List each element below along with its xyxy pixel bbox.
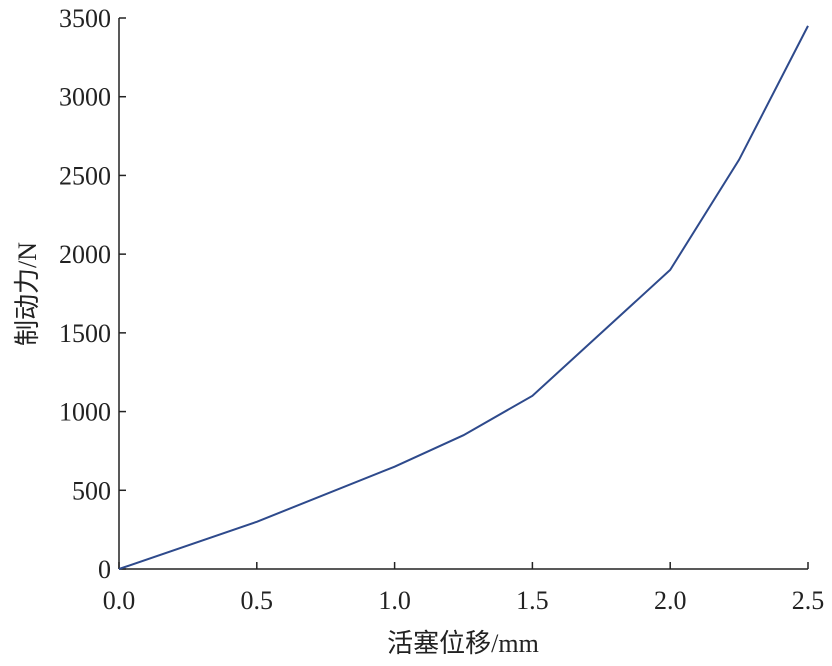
y-tick-label: 3000 xyxy=(59,83,111,112)
x-axis-label: 活塞位移/mm xyxy=(387,629,539,658)
data-line xyxy=(118,25,809,570)
x-tick-label: 0.5 xyxy=(241,586,274,615)
y-tick-label: 2500 xyxy=(59,161,111,190)
x-tick-label: 0.0 xyxy=(103,586,136,615)
x-tick-label: 2.0 xyxy=(654,586,687,615)
y-tick-label: 0 xyxy=(98,555,111,584)
x-tick-label: 1.0 xyxy=(378,586,411,615)
x-tick-label: 1.5 xyxy=(516,586,549,615)
y-tick-label: 3500 xyxy=(59,4,111,33)
x-tick-label: 2.5 xyxy=(792,586,825,615)
y-tick-label: 1500 xyxy=(59,319,111,348)
y-axis-label: 制动力/N xyxy=(13,242,42,346)
y-tick-label: 2000 xyxy=(59,240,111,269)
y-tick-label: 500 xyxy=(72,476,111,505)
y-tick-label: 1000 xyxy=(59,398,111,427)
